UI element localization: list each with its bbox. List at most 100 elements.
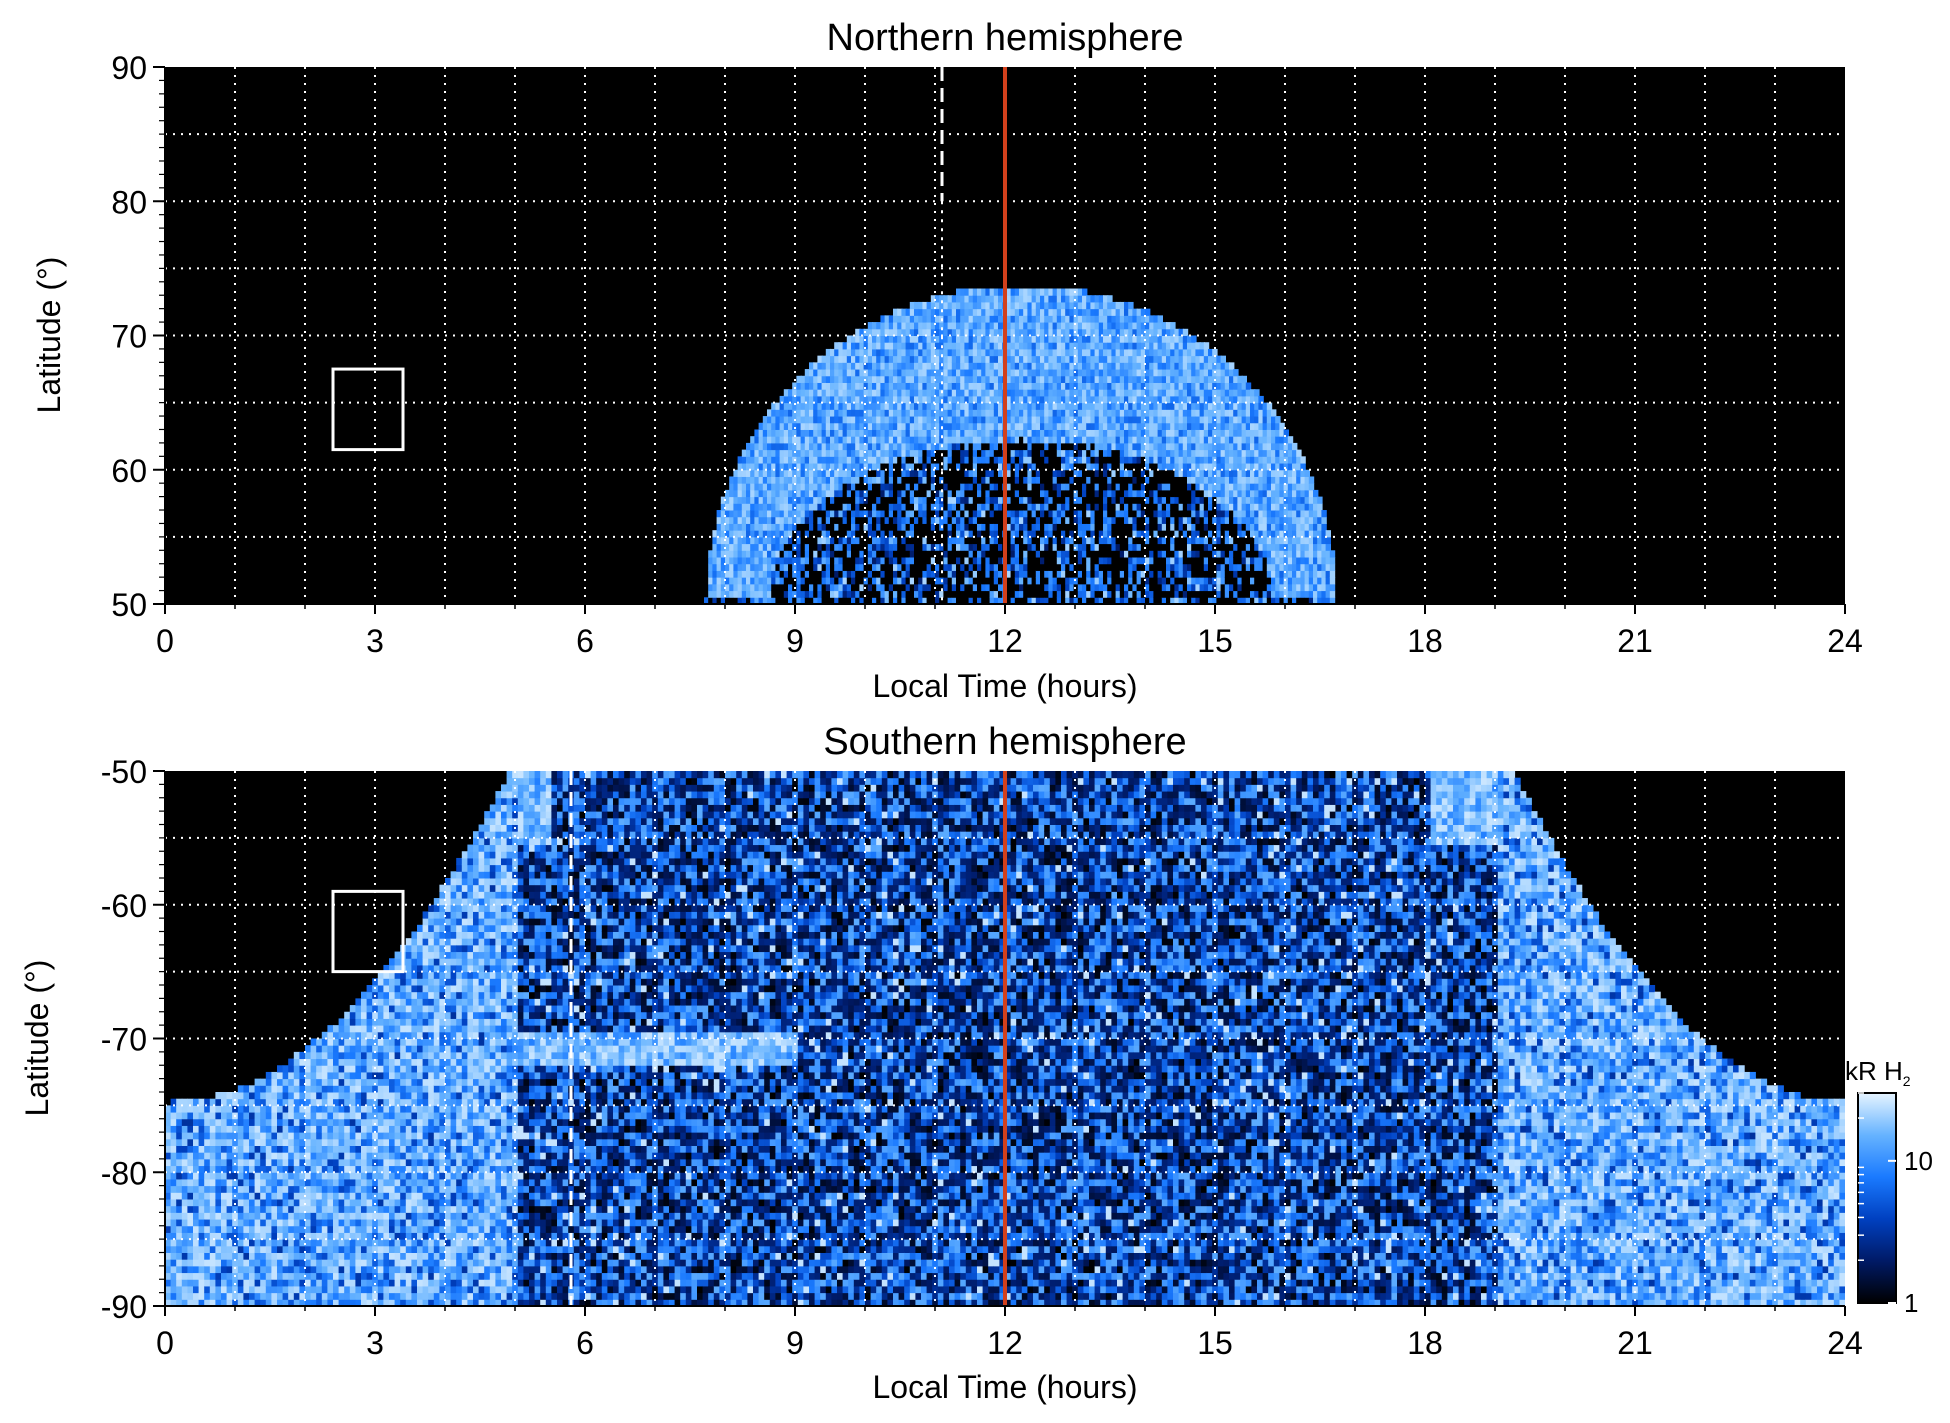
emission-cell [1014, 530, 1021, 538]
emission-cell [867, 449, 874, 457]
emission-cell [1182, 489, 1189, 498]
emission-cell [1065, 375, 1071, 383]
emission-cell [985, 442, 991, 451]
emission-cell [830, 597, 836, 604]
emission-cell [947, 463, 953, 471]
emission-cell [1103, 301, 1109, 310]
emission-cell [851, 335, 857, 343]
emission-cell [1031, 503, 1037, 511]
emission-cell [1006, 308, 1012, 316]
emission-cell [842, 355, 848, 363]
emission-cell [846, 510, 853, 518]
emission-cell [1182, 456, 1189, 464]
emission-cell [855, 348, 861, 357]
emission-cell [834, 463, 840, 471]
emission-cell [1065, 442, 1071, 451]
emission-cell [981, 563, 987, 571]
emission-cell [998, 523, 1004, 531]
emission-cell [1199, 536, 1205, 545]
emission-cell [1098, 597, 1105, 604]
emission-cell [1056, 469, 1063, 477]
emission-cell [1094, 301, 1100, 310]
emission-cell [741, 557, 748, 565]
emission-cell [851, 463, 857, 471]
emission-cell [771, 577, 777, 585]
emission-cell [821, 550, 827, 558]
emission-cell [838, 489, 844, 498]
emission-cell [930, 476, 937, 484]
emission-cell [893, 583, 899, 592]
emission-cell [1019, 563, 1025, 571]
emission-cell [834, 510, 840, 518]
emission-cell [1140, 463, 1147, 471]
emission-cell [901, 355, 907, 363]
emission-cell [972, 335, 979, 343]
emission-cell [867, 510, 874, 518]
emission-cell [1157, 449, 1163, 457]
emission-cell [1212, 523, 1218, 531]
emission-cell [926, 463, 932, 471]
emission-cell [788, 409, 794, 417]
emission-cell [855, 409, 861, 417]
emission-cell [893, 577, 899, 585]
emission-cell [1065, 409, 1071, 417]
emission-cell [758, 597, 764, 604]
emission-cell [733, 577, 739, 585]
emission-cell [972, 523, 979, 531]
emission-cell [985, 295, 991, 303]
emission-cell [1140, 510, 1147, 518]
emission-cell [1040, 577, 1046, 585]
emission-cell [1132, 516, 1138, 524]
emission-cell [884, 348, 890, 357]
emission-cell [796, 409, 802, 417]
emission-cell [792, 389, 798, 397]
emission-cell [775, 530, 781, 538]
emission-cell [1061, 597, 1067, 604]
emission-cell [897, 516, 903, 524]
emission-cell [1128, 516, 1134, 524]
emission-cell [1166, 570, 1172, 578]
emission-cell [1203, 516, 1210, 524]
emission-cell [804, 416, 811, 424]
emission-cell [930, 308, 937, 316]
emission-cell [830, 395, 836, 404]
emission-cell [1019, 523, 1025, 531]
emission-cell [993, 557, 1000, 565]
emission-cell [935, 442, 941, 451]
emission-cell [1170, 523, 1176, 531]
emission-cell [1069, 429, 1075, 437]
emission-cell [1216, 583, 1222, 592]
emission-cell [1065, 496, 1071, 504]
emission-cell [1208, 577, 1214, 585]
emission-cell [943, 375, 949, 383]
emission-cell [1224, 523, 1231, 531]
emission-cell [1153, 395, 1159, 404]
emission-cell [859, 503, 865, 511]
emission-cell [888, 422, 895, 430]
emission-cell [716, 530, 722, 538]
emission-cell [1170, 395, 1176, 404]
emission-cell [1019, 348, 1025, 357]
emission-cell [867, 496, 874, 504]
emission-cell [1220, 362, 1226, 370]
emission-cell [1220, 422, 1226, 430]
emission-cell [872, 583, 878, 592]
emission-cell [1027, 510, 1033, 518]
emission-cell [1208, 523, 1214, 531]
emission-cell [1086, 456, 1092, 464]
emission-cell [1187, 570, 1193, 578]
emission-cell [930, 382, 937, 390]
emission-cell [1182, 570, 1189, 578]
emission-cell [1052, 597, 1058, 604]
emission-cell [935, 301, 941, 310]
emission-cell [1065, 530, 1071, 538]
emission-cell [737, 523, 743, 531]
emission-cell [1178, 536, 1184, 545]
emission-cell [796, 442, 802, 451]
emission-cell [998, 335, 1004, 343]
emission-cell [1216, 476, 1222, 484]
emission-cell [809, 369, 815, 377]
emission-cell [855, 449, 861, 457]
emission-cell [905, 577, 911, 585]
emission-cell [737, 503, 743, 511]
